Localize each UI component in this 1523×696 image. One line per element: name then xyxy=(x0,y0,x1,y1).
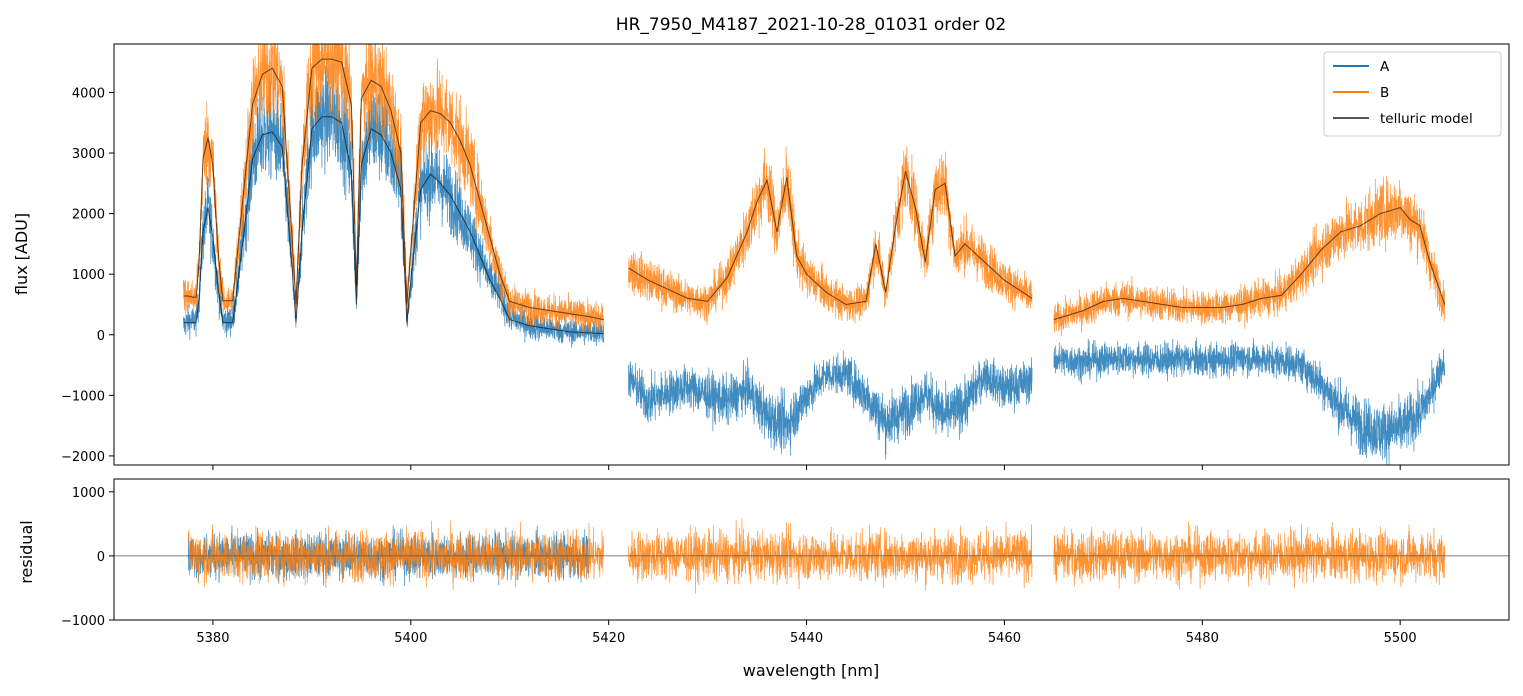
main-ytick-label: 3000 xyxy=(72,147,105,162)
legend-label-telluric: telluric model xyxy=(1380,111,1473,127)
residual-xtick-label: 5380 xyxy=(196,631,229,646)
residual-xtick-label: 5500 xyxy=(1384,631,1417,646)
residual-series-group xyxy=(114,518,1509,594)
main-ytick-label: −1000 xyxy=(61,389,105,404)
residual-b-trace xyxy=(628,518,1033,594)
residual-ytick-label: 0 xyxy=(97,550,105,565)
main-x-axis xyxy=(212,465,1401,470)
series-a-trace xyxy=(1053,337,1446,465)
series-b-trace xyxy=(182,44,605,338)
legend-box xyxy=(1323,51,1502,137)
main-axes-frame xyxy=(113,43,1510,466)
residual-xtick-label: 5440 xyxy=(790,631,823,646)
residual-ytick-label: 1000 xyxy=(72,486,105,501)
telluric-model-line xyxy=(1053,207,1446,321)
series-a-trace xyxy=(182,59,605,348)
residual-b-trace xyxy=(187,520,605,590)
legend: A B telluric model xyxy=(1323,51,1502,137)
main-y-axis-label: flux [ADU] xyxy=(12,213,31,295)
residual-ytick-label: −1000 xyxy=(61,614,105,629)
main-ytick-label: 2000 xyxy=(72,208,105,223)
telluric-model-line xyxy=(183,58,604,321)
residual-xtick-label: 5420 xyxy=(592,631,625,646)
telluric-model-line xyxy=(183,116,604,335)
residual-xtick-label: 5480 xyxy=(1186,631,1219,646)
residual-y-axis: −1000 0 1000 xyxy=(61,486,114,629)
main-y-axis: −2000 −1000 0 1000 2000 3000 4000 xyxy=(61,86,114,465)
residual-xtick-label: 5400 xyxy=(394,631,427,646)
series-b-trace xyxy=(1053,176,1446,337)
residual-xtick-label: 5460 xyxy=(988,631,1021,646)
main-ytick-label: 4000 xyxy=(72,86,105,101)
residual-x-axis: 5380 5400 5420 5440 5460 5480 5500 xyxy=(196,620,1417,646)
main-series-group xyxy=(182,44,1446,465)
main-plot-area: −2000 −1000 0 1000 2000 3000 4000 flux [ADU] A… xyxy=(12,43,1510,470)
series-b-trace xyxy=(628,146,1033,325)
chart-title: HR_7950_M4187_2021-10-28_01031 order 02 xyxy=(616,15,1006,35)
residual-axes-frame xyxy=(113,478,1510,621)
series-a-trace xyxy=(628,350,1033,460)
main-ytick-label: −2000 xyxy=(61,450,105,465)
residual-b-trace xyxy=(1053,521,1446,590)
main-ytick-label: 1000 xyxy=(72,268,105,283)
legend-label-a: A xyxy=(1380,59,1390,75)
main-ytick-label: 0 xyxy=(97,329,105,344)
residual-y-axis-label: residual xyxy=(17,520,36,583)
telluric-model-line xyxy=(628,171,1033,306)
x-axis-label: wavelength [nm] xyxy=(743,661,880,680)
legend-label-b: B xyxy=(1380,85,1389,101)
